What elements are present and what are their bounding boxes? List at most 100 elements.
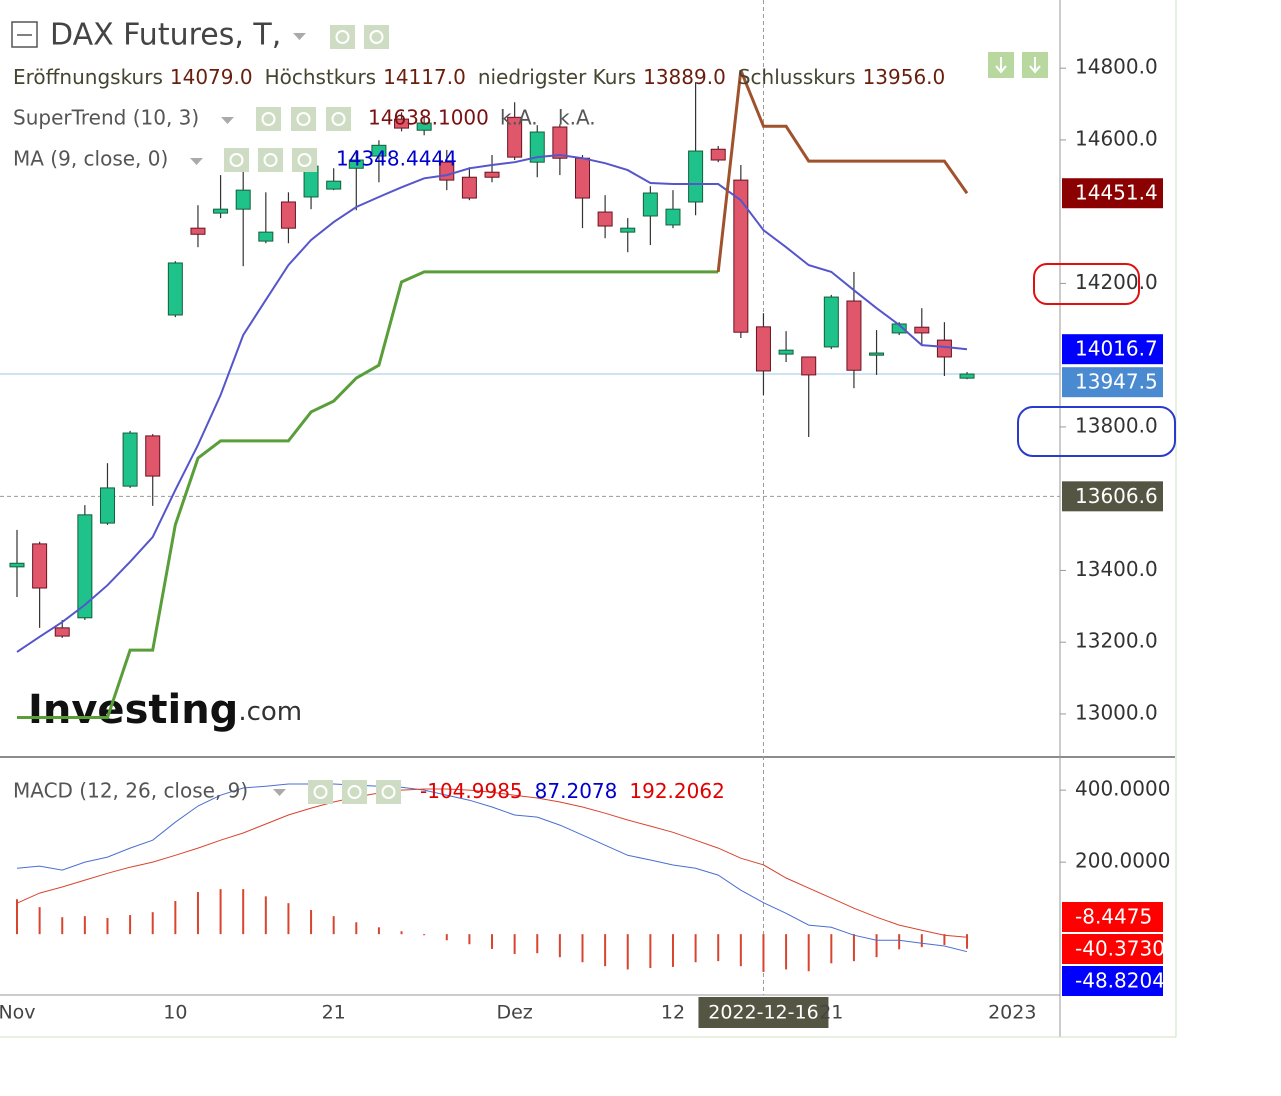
macd-values: -104.9985 87.2078 192.2062 — [420, 779, 725, 803]
y-tick-label: 13800.0 — [1075, 413, 1158, 437]
button-icon — [347, 785, 362, 799]
candle-body — [371, 144, 387, 157]
candle-body — [122, 432, 138, 487]
indicator-button[interactable] — [224, 148, 249, 172]
indicator-button[interactable] — [291, 107, 316, 131]
button-icon — [297, 153, 312, 167]
watermark-brand: Investing — [28, 687, 238, 733]
price-badge — [1062, 481, 1163, 512]
ma-line — [16, 153, 968, 653]
watermark-domain: .com — [238, 697, 302, 727]
supertrend-resistance — [716, 69, 969, 273]
button-icon — [229, 153, 244, 167]
candle-body — [280, 201, 296, 229]
indicator-na: k.A. — [500, 106, 538, 130]
dropdown-arrow[interactable] — [221, 117, 234, 124]
ohlc-value: 14079.0 — [170, 65, 253, 89]
indicator-button[interactable] — [376, 780, 401, 804]
x-tick-label: Dez — [496, 1002, 532, 1024]
ohlc-value: 13889.0 — [643, 65, 726, 89]
candle-body — [326, 180, 342, 190]
candle-body — [778, 349, 794, 355]
x-tick-label: 21 — [819, 1002, 843, 1024]
download-icon — [1029, 57, 1041, 74]
candle-body — [597, 211, 613, 227]
button-icon — [369, 30, 384, 44]
price-badge — [1062, 934, 1163, 964]
price-badge-label: 13606.6 — [1075, 484, 1158, 508]
candle-body — [575, 157, 590, 199]
plot: Investing.com 14800.0 14600.0 14200.0 13800.… — [0, 0, 1170, 1028]
button-icon — [381, 785, 396, 799]
dropdown-arrow[interactable] — [273, 789, 286, 796]
candle-body — [869, 352, 885, 356]
price-badge-label: 13947.5 — [1075, 370, 1158, 394]
candle-body — [642, 192, 658, 217]
ohlc-value: 14117.0 — [383, 65, 466, 89]
signal-value: 192.2062 — [629, 779, 724, 803]
price-badge — [1062, 367, 1163, 398]
candle-body — [416, 122, 432, 131]
price-badge — [1062, 966, 1163, 996]
button-icon — [331, 112, 346, 126]
candle-body — [914, 326, 930, 334]
indicator-button[interactable] — [364, 25, 389, 49]
indicator-name: MA (9, close, 0) — [13, 147, 168, 171]
ohlc-label: niedrigster Kurs — [478, 65, 636, 89]
price-badge-label: -8.4475 — [1075, 905, 1152, 929]
candle-body — [77, 514, 93, 619]
y-tick-label: 14200.0 — [1075, 270, 1158, 294]
crosshair-date-box — [698, 997, 829, 1028]
ohlc-label: Eröffnungskurs — [13, 65, 163, 89]
indicator-button[interactable] — [330, 25, 355, 49]
collapse-button[interactable] — [11, 21, 38, 48]
candle-body — [258, 231, 274, 242]
candle-body — [936, 339, 952, 358]
indicator-value: 14348.4444 — [336, 147, 457, 171]
indicator-na: k.A. — [558, 106, 596, 130]
dropdown-arrow[interactable] — [190, 158, 203, 165]
ohlc-value: 13956.0 — [863, 65, 946, 89]
crosshair-date-label: 2022-12-16 — [708, 1002, 818, 1024]
y-tick-label: 14600.0 — [1075, 126, 1158, 150]
price-badge-label: -40.3730 — [1075, 937, 1165, 961]
indicator-button[interactable] — [292, 148, 317, 172]
candle-body — [213, 208, 229, 214]
indicator-button[interactable] — [326, 107, 351, 131]
button-icon — [296, 112, 311, 126]
ohlc-label: Schlusskurs — [738, 65, 856, 89]
x-tick-label: 10 — [163, 1002, 187, 1024]
indicator-button[interactable] — [308, 780, 333, 804]
dropdown-arrow[interactable] — [293, 33, 306, 40]
signal-line — [16, 788, 968, 938]
y-tick-label: 400.0000 — [1075, 777, 1170, 801]
chart-title: DAX Futures, T, — [50, 18, 281, 53]
candle-body — [235, 189, 251, 210]
supertrend-support — [17, 270, 719, 719]
indicator-button[interactable] — [256, 107, 281, 131]
candle-body — [394, 118, 410, 129]
indicator-name: SuperTrend (10, 3) — [13, 106, 199, 130]
candle-body — [823, 296, 839, 348]
candle-body — [190, 227, 206, 235]
indicator-button[interactable] — [342, 780, 367, 804]
candle-body — [529, 131, 545, 163]
price-badge-label: 14016.7 — [1075, 337, 1158, 361]
candle-body — [665, 208, 681, 226]
price-badge — [1062, 178, 1163, 209]
x-tick-label: 2023 — [988, 1002, 1036, 1024]
candle-body — [733, 179, 749, 333]
candle-body — [507, 116, 523, 158]
y-tick-label: 13400.0 — [1075, 557, 1158, 581]
candle-body — [801, 356, 817, 376]
candle-body — [54, 627, 70, 637]
price-badge — [1062, 334, 1163, 365]
candle-body — [710, 148, 726, 161]
candle-body — [846, 300, 862, 371]
button-icon — [261, 112, 276, 126]
indicator-button[interactable] — [258, 148, 283, 172]
histogram-value: -104.9985 — [420, 779, 523, 803]
price-badge-label: 14451.4 — [1075, 181, 1158, 205]
